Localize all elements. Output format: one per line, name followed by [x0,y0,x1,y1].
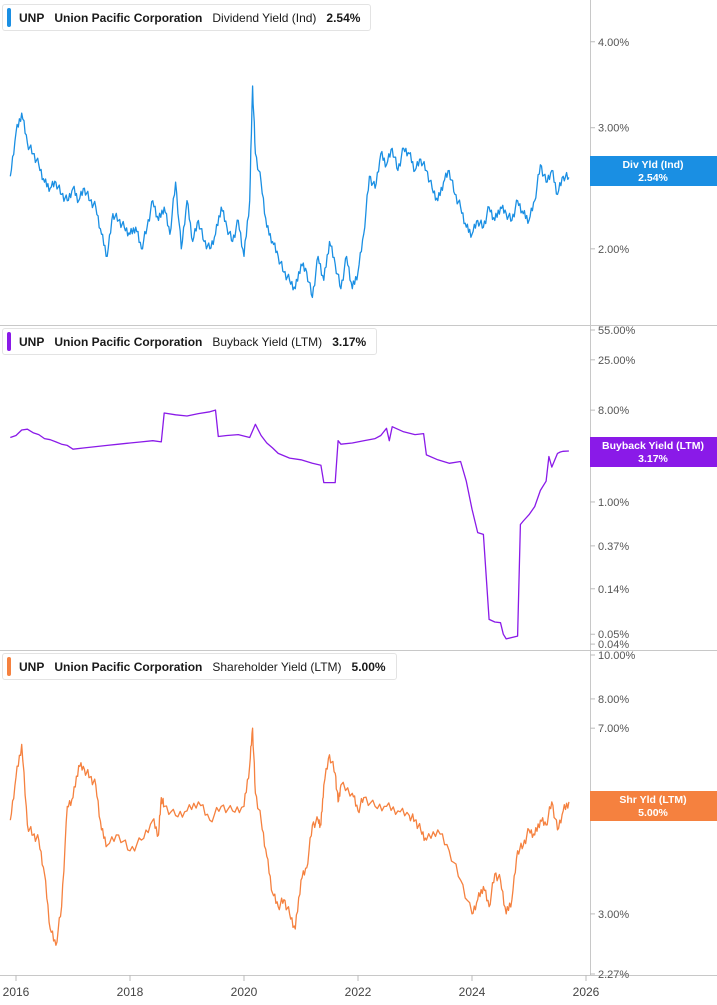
y-tick-label: 3.00% [598,123,629,135]
shareholder-color-swatch [7,657,11,676]
x-tick-label: 2022 [345,985,372,999]
x-tick-label: 2024 [459,985,486,999]
y-tick-label: 4.00% [598,37,629,49]
series-line [9,85,570,299]
legend-value: 2.54% [326,10,361,25]
y-tick-label: 10.00% [598,650,636,662]
y-tick-label: 0.04% [598,639,629,651]
buyback-color-swatch [7,332,11,351]
y-tick-label: 0.14% [598,584,629,596]
dividend-color-swatch [7,8,11,27]
legend-metric: Shareholder Yield (LTM) [212,659,342,674]
series-line [10,409,569,640]
legend-value: 3.17% [332,334,367,349]
legend-shareholder-yield: UNP Union Pacific Corporation Shareholde… [2,653,397,680]
x-tick-label: 2026 [573,985,600,999]
badge-value: 3.17% [638,453,668,465]
series-line [9,727,570,946]
legend-ticker: UNP [19,10,45,25]
legend-dividend-yield: UNP Union Pacific Corporation Dividend Y… [2,4,372,31]
legend-company: Union Pacific Corporation [54,659,203,674]
y-tick-label: 55.00% [598,325,636,337]
y-tick-label: 0.05% [598,629,629,641]
badge-label: Shr Yld (LTM) [619,794,686,806]
y-tick-label: 25.00% [598,355,636,367]
y-tick-label: 8.00% [598,405,629,417]
y-tick-label: 0.37% [598,541,629,553]
legend-ticker: UNP [19,659,45,674]
value-badge [590,791,717,821]
y-tick-label: 1.00% [598,497,629,509]
legend-metric: Buyback Yield (LTM) [212,334,323,349]
legend-metric: Dividend Yield (Ind) [212,10,317,25]
y-tick-label: 2.27% [598,969,629,981]
badge-value: 5.00% [638,807,668,819]
value-badge [590,156,717,186]
x-tick-label: 2020 [231,985,258,999]
x-tick-label: 2016 [3,985,30,999]
badge-value: 2.54% [638,172,668,184]
badge-label: Div Yld (Ind) [622,159,683,171]
legend-buyback-yield: UNP Union Pacific Corporation Buyback Yi… [2,328,378,355]
value-badge [590,437,717,467]
badge-label: Buyback Yield (LTM) [602,440,704,452]
x-tick-label: 2018 [117,985,144,999]
y-tick-label: 7.00% [598,723,629,735]
y-tick-label: 3.00% [598,909,629,921]
legend-company: Union Pacific Corporation [54,10,203,25]
legend-ticker: UNP [19,334,45,349]
y-tick-label: 2.00% [598,244,629,256]
y-tick-label: 8.00% [598,694,629,706]
legend-company: Union Pacific Corporation [54,334,203,349]
legend-value: 5.00% [351,659,386,674]
